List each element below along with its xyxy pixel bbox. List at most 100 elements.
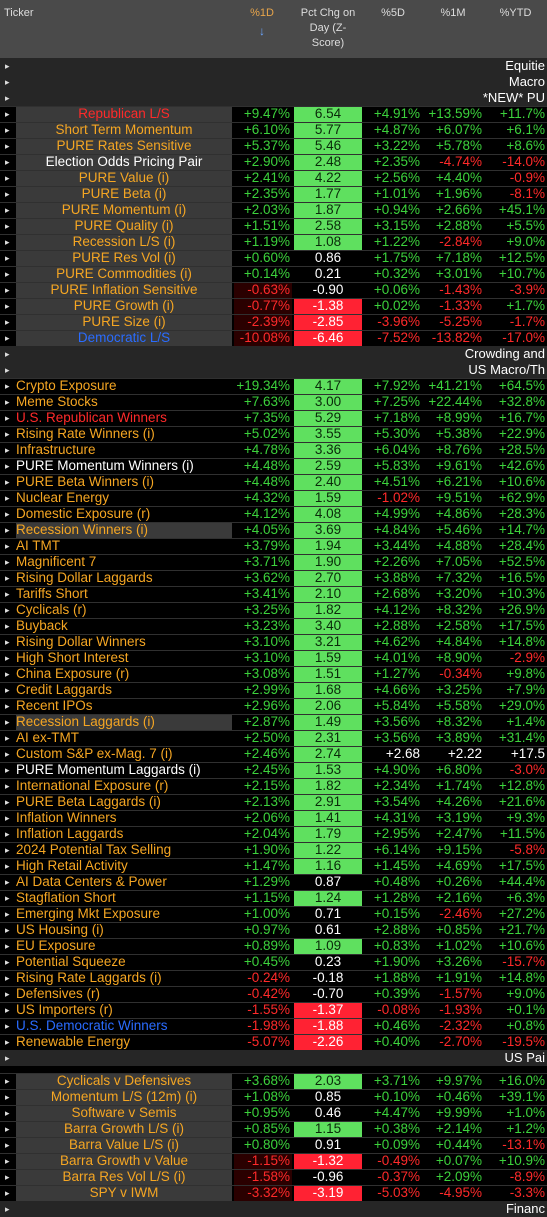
expand-arrow-icon[interactable]: ▸ [5, 1005, 10, 1015]
table-row[interactable]: ▸ Potential Squeeze +0.45% 0.23 +1.90% +3.26%… [0, 954, 547, 970]
table-row[interactable]: ▸ Custom S&P ex-Mag. 7 (i) +2.46% 2.74 +2.68… [0, 746, 547, 762]
section-header-row[interactable]: ▸ *NEW* PU [0, 90, 547, 106]
expand-arrow-icon[interactable]: ▸ [5, 189, 10, 199]
expand-arrow-icon[interactable]: ▸ [5, 589, 10, 599]
expand-arrow-icon[interactable]: ▸ [5, 109, 10, 119]
table-row[interactable]: ▸ Rising Dollar Winners +3.10% 3.21 +4.62% +4… [0, 634, 547, 650]
expand-arrow-icon[interactable]: ▸ [5, 797, 10, 807]
expand-arrow-icon[interactable]: ▸ [5, 541, 10, 551]
expand-arrow-icon[interactable]: ▸ [5, 669, 10, 679]
table-row[interactable]: ▸ Cyclicals v Defensives +3.68% 2.03 +3.71% +… [0, 1073, 547, 1089]
table-row[interactable]: ▸ PURE Beta Laggards (i) +2.13% 2.91 +3.54% +… [0, 794, 547, 810]
expand-arrow-icon[interactable]: ▸ [5, 573, 10, 583]
expand-arrow-icon[interactable]: ▸ [5, 957, 10, 967]
table-row[interactable]: ▸ EU Exposure +0.89% 1.09 +0.83% +1.02% +10.6% [0, 938, 547, 954]
expand-arrow-icon[interactable]: ▸ [5, 605, 10, 615]
expand-arrow-icon[interactable]: ▸ [5, 349, 10, 359]
table-row[interactable]: ▸ High Retail Activity +1.47% 1.16 +1.45% +4.… [0, 858, 547, 874]
table-row[interactable]: ▸ Inflation Winners +2.06% 1.41 +4.31% +3.19%… [0, 810, 547, 826]
expand-arrow-icon[interactable]: ▸ [5, 221, 10, 231]
table-row[interactable]: ▸ PURE Momentum Laggards (i) +2.45% 1.53 +4.… [0, 762, 547, 778]
expand-arrow-icon[interactable]: ▸ [5, 173, 10, 183]
expand-arrow-icon[interactable]: ▸ [5, 845, 10, 855]
expand-arrow-icon[interactable]: ▸ [5, 637, 10, 647]
section-header-row[interactable]: ▸ Macro [0, 74, 547, 90]
table-row[interactable]: ▸ Recent IPOs +2.96% 2.06 +5.84% +5.58% +29.0% [0, 698, 547, 714]
expand-arrow-icon[interactable]: ▸ [5, 493, 10, 503]
table-row[interactable]: ▸ Infrastructure +4.78% 3.36 +6.04% +8.76% +28… [0, 442, 547, 458]
table-row[interactable]: ▸ PURE Commodities (i) +0.14% 0.21 +0.32% +3.… [0, 266, 547, 282]
table-row[interactable]: ▸ Emerging Mkt Exposure +1.00% 0.71 +0.15% -2… [0, 906, 547, 922]
table-row[interactable]: ▸ Rising Dollar Laggards +3.62% 2.70 +3.88% +… [0, 570, 547, 586]
expand-arrow-icon[interactable]: ▸ [5, 429, 10, 439]
expand-arrow-icon[interactable]: ▸ [5, 717, 10, 727]
expand-arrow-icon[interactable]: ▸ [5, 1108, 10, 1118]
expand-arrow-icon[interactable]: ▸ [5, 269, 10, 279]
expand-arrow-icon[interactable]: ▸ [5, 925, 10, 935]
expand-arrow-icon[interactable]: ▸ [5, 333, 10, 343]
expand-arrow-icon[interactable]: ▸ [5, 413, 10, 423]
pct-1d-column-header[interactable]: %1D ↓ [232, 0, 292, 58]
expand-arrow-icon[interactable]: ▸ [5, 141, 10, 151]
expand-arrow-icon[interactable]: ▸ [5, 525, 10, 535]
expand-arrow-icon[interactable]: ▸ [5, 861, 10, 871]
expand-arrow-icon[interactable]: ▸ [5, 301, 10, 311]
table-row[interactable]: ▸ Election Odds Pricing Pair +2.90% 2.48 +2.… [0, 154, 547, 170]
table-row[interactable]: ▸ Domestic Exposure (r) +4.12% 4.08 +4.99% +4… [0, 506, 547, 522]
expand-arrow-icon[interactable]: ▸ [5, 445, 10, 455]
table-row[interactable]: ▸ U.S. Democratic Winners -1.98% -1.88 +0.46… [0, 1018, 547, 1034]
table-row[interactable]: ▸ U.S. Republican Winners +7.35% 5.29 +7.18%… [0, 410, 547, 426]
section-header-row[interactable]: ▸ Equitie [0, 58, 547, 74]
zscore-column-header[interactable]: Pct Chg on Day (Z-Score) [300, 7, 356, 49]
table-row[interactable]: ▸ PURE Inflation Sensitive -0.63% -0.90 +0.0… [0, 282, 547, 298]
expand-arrow-icon[interactable]: ▸ [5, 813, 10, 823]
table-row[interactable]: ▸ International Exposure (r) +2.15% 1.82 +2.… [0, 778, 547, 794]
expand-arrow-icon[interactable]: ▸ [5, 941, 10, 951]
table-row[interactable]: ▸ Magnificent 7 +3.71% 1.90 +2.26% +7.05% +52.… [0, 554, 547, 570]
table-row[interactable]: ▸ PURE Growth (i) -0.77% -1.38 +0.02% -1.33% +… [0, 298, 547, 314]
table-row[interactable]: ▸ High Short Interest +3.10% 1.59 +4.01% +8.9… [0, 650, 547, 666]
table-row[interactable]: ▸ Nuclear Energy +4.32% 1.59 -1.02% +9.51% +62… [0, 490, 547, 506]
table-row[interactable]: ▸ Stagflation Short +1.15% 1.24 +1.28% +2.16%… [0, 890, 547, 906]
table-row[interactable]: ▸ China Exposure (r) +3.08% 1.51 +1.27% -0.34… [0, 666, 547, 682]
expand-arrow-icon[interactable]: ▸ [5, 1124, 10, 1134]
section-header-row[interactable]: ▸ Financ [0, 1201, 547, 1217]
expand-arrow-icon[interactable]: ▸ [5, 509, 10, 519]
table-row[interactable]: ▸ Recession Laggards (i) +2.87% 1.49 +3.56% +… [0, 714, 547, 730]
expand-arrow-icon[interactable]: ▸ [5, 909, 10, 919]
expand-arrow-icon[interactable]: ▸ [5, 285, 10, 295]
table-row[interactable]: ▸ Cyclicals (r) +3.25% 1.82 +4.12% +8.32% +26.… [0, 602, 547, 618]
pct-ytd-column-header[interactable]: %YTD [499, 7, 532, 19]
table-row[interactable]: ▸ Recession L/S (i) +1.19% 1.08 +1.22% -2.84%… [0, 234, 547, 250]
expand-arrow-icon[interactable]: ▸ [5, 989, 10, 999]
table-row[interactable]: ▸ Meme Stocks +7.63% 3.00 +7.25% +22.44% +32.8… [0, 394, 547, 410]
section-header-row[interactable]: ▸ Crowding and [0, 346, 547, 362]
table-row[interactable]: ▸ US Importers (r) -1.55% -1.37 -0.08% -1.93%… [0, 1002, 547, 1018]
expand-arrow-icon[interactable]: ▸ [5, 125, 10, 135]
table-row[interactable]: ▸ PURE Momentum Winners (i) +4.48% 2.59 +5.8… [0, 458, 547, 474]
expand-arrow-icon[interactable]: ▸ [5, 205, 10, 215]
table-row[interactable]: ▸ Defensives (r) -0.42% -0.70 +0.39% -1.57% +9… [0, 986, 547, 1002]
expand-arrow-icon[interactable]: ▸ [5, 557, 10, 567]
expand-arrow-icon[interactable]: ▸ [5, 157, 10, 167]
expand-arrow-icon[interactable]: ▸ [5, 253, 10, 263]
table-row[interactable]: ▸ Recession Winners (i) +4.05% 3.69 +4.84% +5… [0, 522, 547, 538]
table-row[interactable]: ▸ US Housing (i) +0.97% 0.61 +2.88% +0.85% +21… [0, 922, 547, 938]
table-row[interactable]: ▸ Rising Rate Winners (i) +5.02% 3.55 +5.30%… [0, 426, 547, 442]
expand-arrow-icon[interactable]: ▸ [5, 237, 10, 247]
table-row[interactable]: ▸ AI Data Centers & Power +1.29% 0.87 +0.48%… [0, 874, 547, 890]
table-row[interactable]: ▸ Software v Semis +0.95% 0.46 +4.47% +9.99% +… [0, 1105, 547, 1121]
expand-arrow-icon[interactable]: ▸ [5, 1140, 10, 1150]
table-row[interactable]: ▸ PURE Beta (i) +2.35% 1.77 +1.01% +1.96% -8.1… [0, 186, 547, 202]
table-row[interactable]: ▸ PURE Quality (i) +1.51% 2.58 +3.15% +2.88% +… [0, 218, 547, 234]
expand-arrow-icon[interactable]: ▸ [5, 1037, 10, 1047]
table-row[interactable]: ▸ PURE Res Vol (i) +0.60% 0.86 +1.75% +7.18% +… [0, 250, 547, 266]
table-row[interactable]: ▸ Short Term Momentum +6.10% 5.77 +4.87% +6.0… [0, 122, 547, 138]
expand-arrow-icon[interactable]: ▸ [5, 733, 10, 743]
expand-arrow-icon[interactable]: ▸ [5, 1172, 10, 1182]
pct-1m-column-header[interactable]: %1M [440, 7, 466, 19]
table-row[interactable]: ▸ PURE Rates Sensitive +5.37% 5.46 +3.22% +5.… [0, 138, 547, 154]
table-row[interactable]: ▸ Buyback +3.23% 3.40 +2.88% +2.58% +17.5% [0, 618, 547, 634]
expand-arrow-icon[interactable]: ▸ [5, 893, 10, 903]
expand-arrow-icon[interactable]: ▸ [5, 1021, 10, 1031]
